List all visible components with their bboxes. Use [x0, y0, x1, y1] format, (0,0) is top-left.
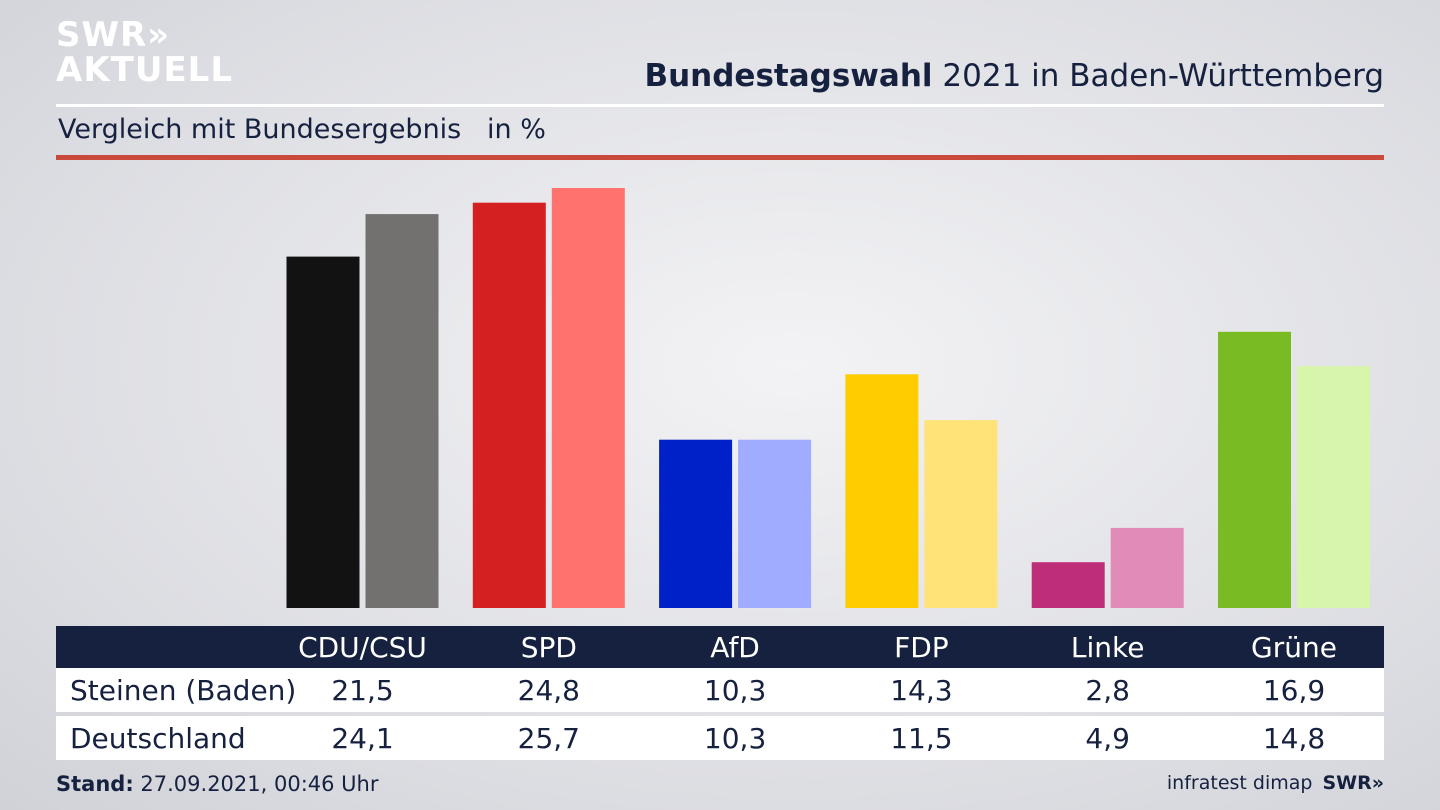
chart-title: Bundestagswahl 2021 in Baden-Württemberg — [644, 58, 1384, 94]
table-cell: 2,8 — [1085, 673, 1130, 707]
bar-linke-steinen — [1031, 562, 1105, 608]
swr-brand-logo: SWR» — [1322, 772, 1384, 794]
table-cell: 21,5 — [331, 673, 394, 707]
column-header: AfD — [710, 630, 760, 664]
logo-line-1: SWR» — [56, 15, 171, 55]
bar-chart — [286, 188, 1370, 608]
results-table: CDU/CSU SPD AfD FDP Linke Grüne Steinen (Bade… — [56, 626, 1384, 760]
chart-subtitle: Vergleich mit Bundesergebnis in % — [58, 114, 546, 145]
bar-grüne-steinen — [1218, 331, 1291, 608]
table-cell: 4,9 — [1085, 721, 1130, 755]
row-label: Steinen (Baden) — [70, 673, 297, 707]
source-credit: infratest dimap SWR» — [1167, 772, 1384, 794]
table-cell: 24,8 — [517, 673, 580, 707]
title-divider — [56, 104, 1384, 107]
logo-line-2: AKTUELL — [56, 50, 234, 90]
table-cell: 10,3 — [703, 673, 767, 707]
bar-fdp-steinen — [845, 374, 919, 608]
bar-spd-steinen — [472, 202, 546, 608]
table-cell: 14,3 — [890, 673, 953, 707]
swr-aktuell-logo: SWR» AKTUELL — [56, 18, 233, 88]
bar-grüne-deutschland — [1297, 366, 1370, 608]
chart-title-rest: 2021 in Baden-Württemberg — [932, 58, 1384, 94]
table-cell: 14,8 — [1262, 721, 1326, 755]
column-header: SPD — [520, 630, 577, 664]
bar-cdu-csu-steinen — [286, 256, 360, 608]
stand-label: Stand: — [56, 772, 134, 796]
column-header: Grüne — [1251, 630, 1337, 664]
bar-group — [286, 188, 1370, 608]
bar-afd-steinen — [659, 439, 733, 608]
table-row-steinen: Steinen (Baden) 21,5 24,8 10,3 14,3 2,8 16,9 — [56, 668, 1384, 712]
column-header: FDP — [894, 630, 949, 664]
table-cell: 10,3 — [703, 721, 767, 755]
table-cell: 11,5 — [890, 721, 953, 755]
subtitle-divider — [56, 155, 1384, 160]
row-label: Deutschland — [70, 721, 246, 755]
bar-spd-deutschland — [551, 188, 625, 608]
source-label: infratest dimap — [1166, 772, 1313, 794]
bar-cdu-csu-deutschland — [365, 214, 439, 608]
stand-timestamp: Stand: 27.09.2021, 00:46 Uhr — [56, 772, 379, 796]
table-header-row: CDU/CSU SPD AfD FDP Linke Grüne — [56, 626, 1384, 668]
table-cell: 16,9 — [1262, 673, 1326, 707]
column-header: Linke — [1070, 630, 1145, 664]
table-row-deutschland: Deutschland 24,1 25,7 10,3 11,5 4,9 14,8 — [56, 716, 1384, 760]
table-cell: 24,1 — [331, 721, 394, 755]
bar-afd-deutschland — [738, 439, 812, 608]
column-header: CDU/CSU — [298, 630, 427, 664]
chart-title-bold: Bundestagswahl — [644, 58, 933, 94]
table-cell: 25,7 — [517, 721, 580, 755]
stand-value: 27.09.2021, 00:46 Uhr — [133, 772, 379, 796]
bar-linke-deutschland — [1110, 527, 1184, 608]
bar-fdp-deutschland — [924, 420, 998, 608]
